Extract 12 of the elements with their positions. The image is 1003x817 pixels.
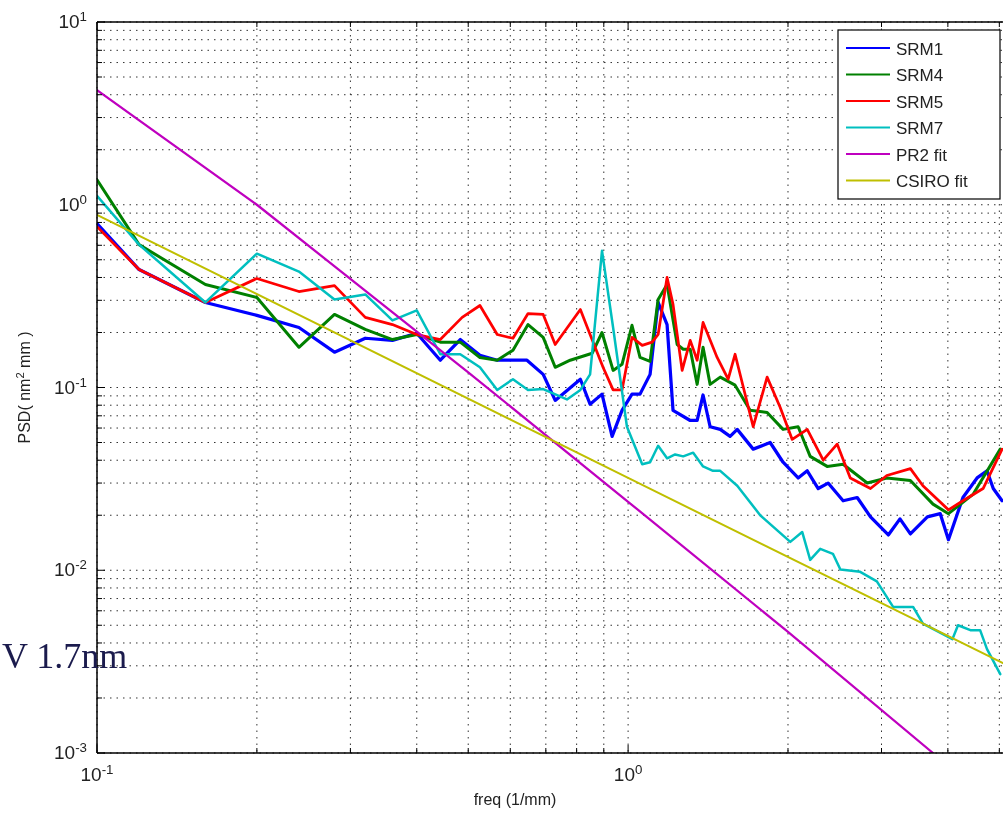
legend-label: SRM1	[896, 39, 944, 59]
y-tick-label: 10$^{1}$	[58, 8, 87, 32]
legend-label: SRM7	[896, 119, 944, 138]
y-tick-label: 10$^{0}$	[58, 191, 87, 215]
y-tick-label: 10$^{-3}$	[54, 739, 87, 763]
legend-label: PR2 fit	[896, 145, 948, 165]
legend-label: CSIRO fit	[896, 172, 969, 191]
y-tick-label: 10$^{-1}$	[54, 374, 87, 398]
legend-label: SRM4	[896, 66, 944, 85]
legend-label: SRM5	[896, 92, 944, 112]
x-axis-title: freq (1/mm)	[473, 791, 557, 808]
y-tick-label: 10$^{-2}$	[54, 556, 87, 581]
